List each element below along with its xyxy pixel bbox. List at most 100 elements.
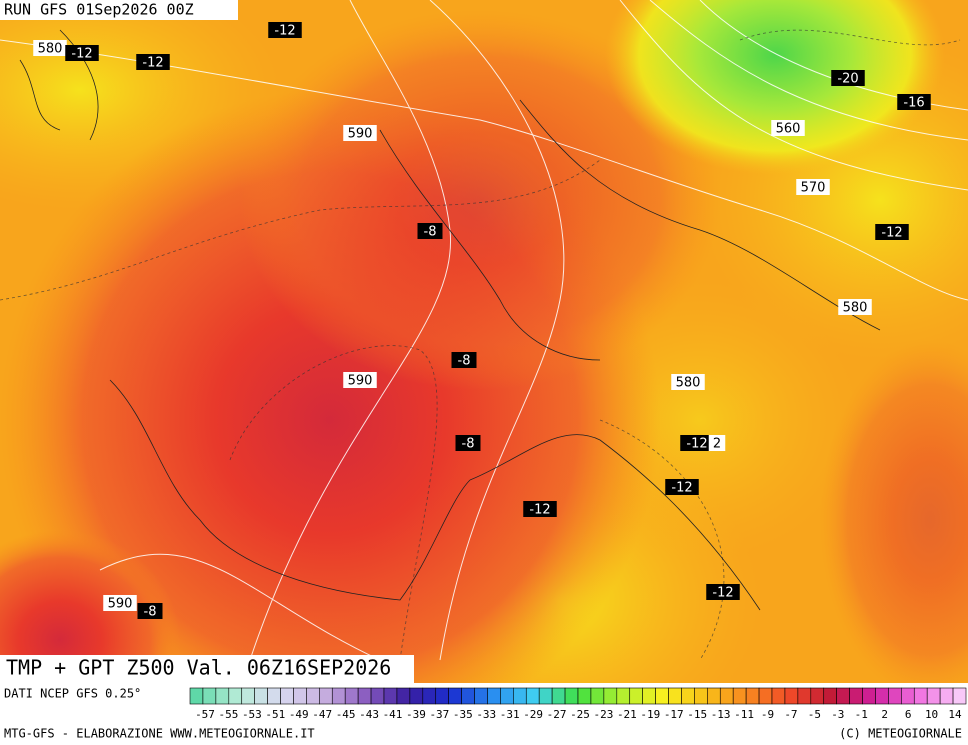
scale-swatch [202, 687, 217, 705]
scale-label: -15 [687, 708, 707, 721]
scale-swatch [875, 687, 889, 705]
label-box [897, 94, 931, 110]
scale-swatch [538, 687, 553, 705]
scale-label: -45 [336, 708, 356, 721]
scale-label: -3 [831, 708, 844, 721]
scale-swatch [409, 687, 424, 705]
contour-label: -8 [462, 437, 475, 452]
label-box [680, 435, 714, 451]
label-box [796, 179, 830, 195]
contour-label: 590 [348, 374, 373, 389]
contour-label: -12 [529, 503, 550, 518]
label-box [831, 70, 865, 86]
contour-label: -12 [142, 56, 163, 71]
scale-swatch [383, 687, 398, 705]
label-box [343, 125, 377, 141]
label-box [455, 435, 481, 451]
contour-label: -12 [274, 24, 295, 39]
copyright: (C) METEOGIORNALE [839, 727, 962, 741]
scale-label: -1 [855, 708, 868, 721]
contour-label: 590 [348, 127, 373, 142]
scale-swatch [797, 687, 812, 705]
scale-label: 6 [905, 708, 912, 721]
scale-swatch [564, 687, 579, 705]
contour-label: -16 [903, 96, 924, 111]
credit: MTG-GFS - ELABORAZIONE WWW.METEOGIORNALE… [4, 727, 315, 741]
scale-swatch [435, 687, 449, 705]
scale-label: -23 [594, 708, 614, 721]
label-box [343, 372, 377, 388]
scale-swatch [254, 687, 268, 705]
scale-label: -31 [500, 708, 520, 721]
scale-label: -35 [453, 708, 473, 721]
label-box [875, 224, 909, 240]
scale-label: -51 [265, 708, 285, 721]
scale-swatch [771, 687, 786, 705]
contour-label: 580 [676, 376, 701, 391]
contour-label: 580 [38, 42, 63, 57]
caption: TMP + GPT Z500 Val. 06Z16SEP2026 [6, 656, 391, 680]
scale-swatch [732, 687, 747, 705]
scale-label: -49 [289, 708, 309, 721]
contour-label: 590 [108, 597, 133, 612]
scale-label: -17 [664, 708, 684, 721]
label-box [665, 479, 699, 495]
scale-swatch [939, 687, 954, 705]
label-box [771, 120, 805, 136]
scale-swatch [344, 687, 359, 705]
scale-swatch [629, 687, 643, 705]
scale-label: -11 [734, 708, 754, 721]
label-box [523, 501, 557, 517]
scale-label: 10 [925, 708, 938, 721]
contour-label: -12 [686, 437, 707, 452]
contour-label: -20 [837, 72, 858, 87]
color-scale: -57 -55 -53 -51 -49 -47 -45 -43 -41 -39 -37 -35 -33-… [189, 687, 967, 721]
scale-swatch [551, 687, 566, 705]
scale-label: -53 [242, 708, 262, 721]
contour-label: -8 [458, 354, 471, 369]
scale-label: 14 [948, 708, 962, 721]
scale-label: -37 [429, 708, 449, 721]
scale-swatch [745, 687, 760, 705]
label-box [417, 223, 443, 239]
scale-swatch [616, 687, 631, 705]
scale-swatch [577, 687, 592, 705]
scale-label: -47 [312, 708, 332, 721]
contour-label: -12 [712, 586, 733, 601]
scale-swatch [331, 687, 346, 705]
scale-swatch [370, 687, 385, 705]
scale-swatch [952, 687, 967, 705]
label-box [33, 40, 67, 56]
source: DATI NCEP GFS 0.25° [4, 687, 141, 701]
label-box [838, 299, 872, 315]
scale-swatch [901, 687, 915, 705]
caption-box [0, 655, 414, 683]
label-box [65, 45, 99, 61]
contour-label: -12 [881, 226, 902, 241]
scale-swatch [500, 687, 514, 705]
scale-swatch [642, 687, 656, 705]
scale-swatch [668, 687, 682, 705]
label-box [137, 603, 163, 619]
contour-labels: 580 -12 -12 -12 590 -20 -16 560 570 -8 -12 580 -8 590… [33, 22, 931, 620]
label-box [671, 374, 705, 390]
scale-swatch [293, 687, 307, 705]
scale-label: -13 [711, 708, 731, 721]
scale-swatch [681, 687, 695, 705]
scale-swatch [487, 687, 501, 705]
scale-swatch [448, 687, 462, 705]
scale-swatch [590, 687, 605, 705]
scale-swatch [461, 687, 475, 705]
scale-swatch [784, 687, 799, 705]
label-box [706, 584, 740, 600]
label-box [451, 352, 477, 368]
contour-label: 2 [713, 437, 721, 452]
scale-swatch [913, 687, 928, 705]
scale-label: -5 [808, 708, 821, 721]
scale-label: -43 [359, 708, 379, 721]
contour-label: 580 [843, 301, 868, 316]
scale-label: -27 [547, 708, 567, 721]
scale-swatch [836, 687, 850, 705]
